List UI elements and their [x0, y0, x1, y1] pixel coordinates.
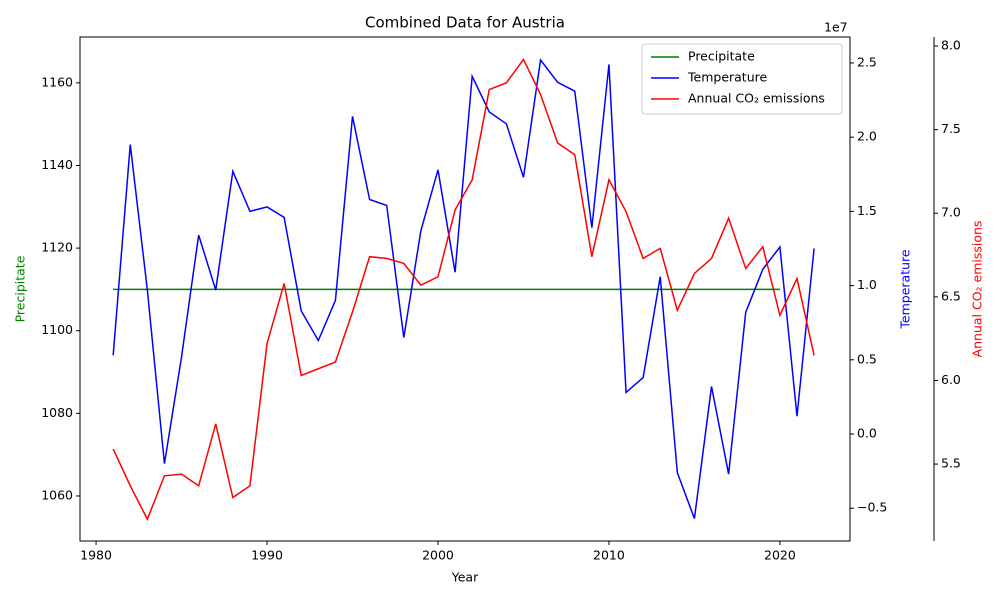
legend-label: Annual CO₂ emissions	[688, 91, 825, 106]
tick-label: 7.0	[941, 205, 961, 220]
tick-label: −0.5	[857, 500, 887, 515]
tick-label: 1160	[41, 74, 73, 89]
tick-label: 5.5	[941, 456, 961, 471]
series-line	[112, 57, 815, 522]
tick-label: 8.0	[941, 38, 961, 53]
tick-label: 1.5	[857, 203, 877, 218]
tick-label: 6.5	[941, 288, 961, 303]
plot-frame	[79, 36, 851, 542]
y-axis-label: Precipitate	[13, 255, 28, 322]
tick-label: 1140	[41, 157, 73, 172]
legend-label: Precipitate	[688, 49, 755, 64]
tick-label: 1.0	[857, 277, 877, 292]
tick-label: 2.0	[857, 129, 877, 144]
tick-label: 1080	[41, 405, 73, 420]
chart-title: Combined Data for Austria	[365, 14, 565, 32]
y2-offset-text: 1e7	[824, 20, 848, 35]
tick-label: 7.5	[941, 121, 961, 136]
tick-label: 0.5	[857, 351, 877, 366]
tick-label: 2.5	[857, 54, 877, 69]
y3-axis-label: Annual CO₂ emissions	[970, 221, 985, 358]
x-tick-label: 1980	[80, 548, 112, 563]
tick-label: 6.0	[941, 372, 961, 387]
y2-axis-label: Temperature	[898, 249, 913, 329]
legend-label: Temperature	[687, 70, 767, 85]
x-tick-label: 2010	[593, 548, 625, 563]
x-tick-label: 2020	[764, 548, 796, 563]
tick-label: 0.0	[857, 425, 877, 440]
tick-label: 1120	[41, 240, 73, 255]
legend-box	[641, 43, 843, 115]
tick-label: 1100	[41, 322, 73, 337]
x-tick-label: 2000	[422, 548, 454, 563]
x-tick-label: 1990	[251, 548, 283, 563]
tick-label: 1060	[41, 487, 73, 502]
x-axis-label: Year	[451, 570, 479, 585]
series-line	[112, 58, 815, 519]
